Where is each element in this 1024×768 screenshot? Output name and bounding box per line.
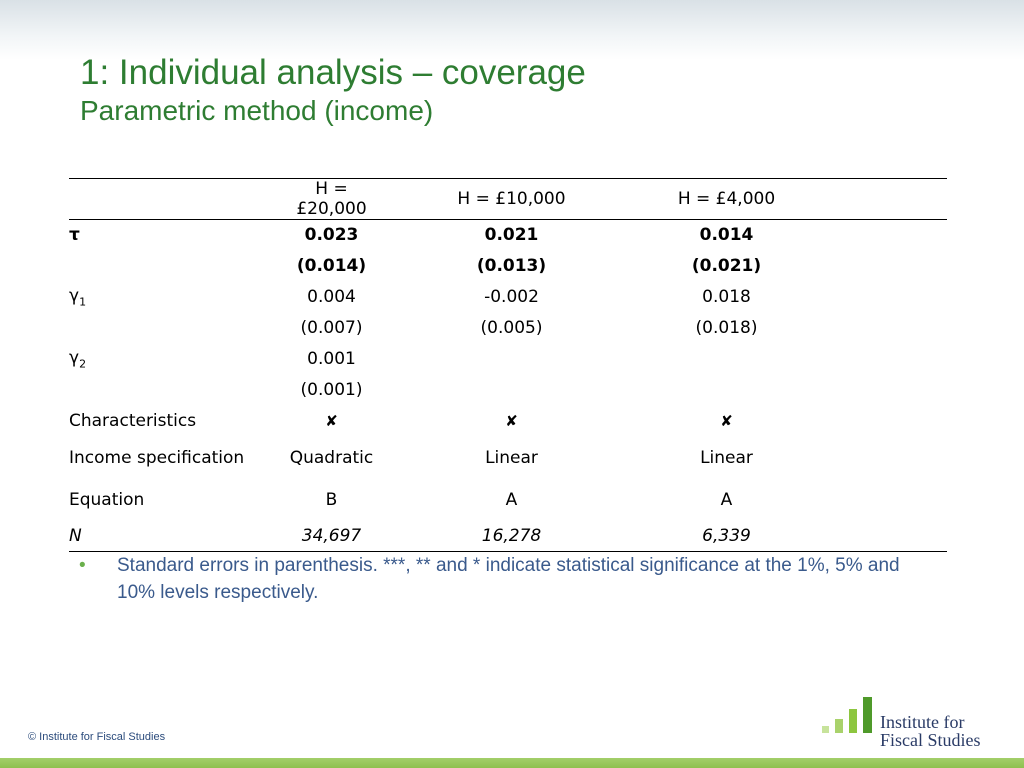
cell: 6,339 (702, 525, 751, 546)
header-gradient-band (0, 0, 1024, 60)
logo-line-1: Institute for (880, 712, 965, 732)
row-label: Income specification (69, 447, 245, 468)
table-row-gamma2: γ2 0.001 (69, 344, 947, 375)
cell (639, 375, 814, 406)
cell: Quadratic (289, 447, 374, 468)
table-row-n: N 34,697 16,278 6,339 (69, 521, 947, 552)
footnote-text: Standard errors in parenthesis. ***, ** … (117, 555, 900, 603)
copyright-text: © Institute for Fiscal Studies (28, 731, 166, 743)
row-label-subscript: 2 (79, 357, 87, 371)
cell: 0.004 (307, 287, 356, 307)
cell-pad (814, 344, 947, 375)
cell: 0.023 (304, 225, 359, 246)
cell: (0.007) (300, 318, 363, 338)
cell-pad (814, 313, 947, 344)
row-label: Characteristics (69, 411, 197, 431)
row-label-subscript: 1 (79, 295, 87, 309)
cell-pad (814, 375, 947, 406)
cell-pad (814, 220, 947, 251)
cell: 0.001 (307, 349, 356, 369)
logo-wordmark: Institute for Fiscal Studies (880, 713, 981, 749)
slide-subtitle: Parametric method (income) (80, 95, 434, 126)
table-row-gamma2-se: (0.001) (69, 375, 947, 406)
results-table: H = £20,000 H = £10,000 H = £4,000 τ 0.0… (69, 178, 947, 552)
table-row-income-specification: Income specification Quadratic Linear Li… (69, 437, 947, 479)
footnote: • Standard errors in parenthesis. ***, *… (79, 552, 939, 606)
cell (384, 344, 639, 375)
row-label-symbol: γ (69, 285, 80, 306)
cell: 34,697 (301, 525, 362, 546)
cell: 0.014 (699, 225, 754, 246)
cell (639, 344, 814, 375)
cell-pad (814, 406, 947, 437)
cell-pad (814, 437, 947, 479)
cell: ✘ (279, 406, 384, 437)
table-header-row: H = £20,000 H = £10,000 H = £4,000 (69, 179, 947, 220)
cell: (0.014) (296, 256, 367, 276)
header-blank (69, 179, 279, 220)
cross-icon: ✘ (720, 412, 733, 430)
cell: ✘ (384, 406, 639, 437)
cell: B (325, 489, 338, 510)
cell (384, 375, 639, 406)
cell-pad (814, 479, 947, 521)
row-label (69, 375, 279, 406)
row-label (69, 251, 279, 282)
header-col-h10000: H = £10,000 (457, 189, 566, 209)
row-label (69, 313, 279, 344)
cell: 0.021 (484, 225, 539, 246)
cell: 0.018 (702, 287, 751, 307)
cell: (0.013) (476, 256, 547, 276)
cell: A (720, 489, 733, 510)
cell: (0.021) (691, 256, 762, 276)
cross-icon: ✘ (505, 412, 518, 430)
cell: -0.002 (484, 287, 539, 307)
row-label: γ1 (69, 282, 279, 313)
bar-chart-icon (822, 697, 872, 733)
cross-icon: ✘ (325, 412, 338, 430)
ifs-logo: Institute for Fiscal Studies (822, 697, 1002, 753)
cell: ✘ (639, 406, 814, 437)
row-label: N (69, 525, 82, 546)
cell: 16,278 (481, 525, 542, 546)
bottom-accent-bar (0, 758, 1024, 768)
table-row-characteristics: Characteristics ✘ ✘ ✘ (69, 406, 947, 437)
cell-pad (814, 251, 947, 282)
row-label-symbol: γ (69, 347, 80, 368)
cell: (0.018) (695, 318, 758, 338)
slide-title: 1: Individual analysis – coverage (80, 53, 586, 92)
cell: (0.001) (300, 380, 363, 400)
cell: (0.005) (480, 318, 543, 338)
table-row-equation: Equation B A A (69, 479, 947, 521)
row-label: γ2 (69, 344, 279, 375)
table-row-tau: τ 0.023 0.021 0.014 (69, 220, 947, 251)
cell: Linear (485, 447, 538, 468)
cell-pad (814, 282, 947, 313)
cell: Linear (700, 447, 753, 468)
header-col-h4000: H = £4,000 (677, 189, 776, 209)
table-row-tau-se: (0.014) (0.013) (0.021) (69, 251, 947, 282)
header-pad (814, 179, 947, 220)
table-row-gamma1: γ1 0.004 -0.002 0.018 (69, 282, 947, 313)
table-row-gamma1-se: (0.007) (0.005) (0.018) (69, 313, 947, 344)
bullet-icon: • (79, 555, 86, 576)
cell: A (505, 489, 518, 510)
row-label: Equation (69, 489, 145, 510)
row-label: τ (69, 225, 80, 246)
header-col-h20000: H = £20,000 (296, 179, 367, 219)
cell-pad (814, 521, 947, 552)
logo-line-2: Fiscal Studies (880, 730, 981, 750)
